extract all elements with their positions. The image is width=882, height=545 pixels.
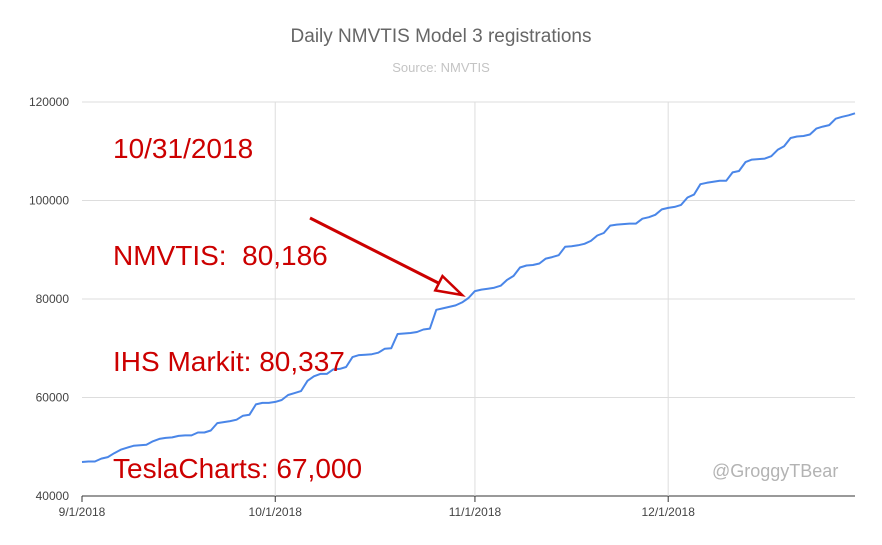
y-tick-label: 40000: [36, 489, 70, 503]
x-tick-label: 12/1/2018: [641, 505, 695, 519]
annotation-line: 10/31/2018: [113, 133, 254, 164]
y-tick-label: 100000: [29, 194, 69, 208]
y-tick-label: 60000: [36, 391, 70, 405]
x-tick-label: 9/1/2018: [59, 505, 106, 519]
annotation-text: 10/31/2018 NMVTIS: 80,186 IHS Markit: 80…: [113, 60, 362, 545]
y-tick-label: 80000: [36, 292, 70, 306]
x-tick-label: 10/1/2018: [249, 505, 303, 519]
annotation-line: TeslaCharts: 67,000: [113, 452, 363, 484]
annotation-arrow-shaft: [309, 216, 440, 285]
annotation-line: IHS Markit: 80,337: [113, 346, 345, 377]
watermark: @GroggyTBear: [712, 461, 839, 481]
annotation-arrow-head: [433, 274, 466, 297]
series-line: [81, 112, 856, 463]
y-tick-label: 120000: [29, 95, 69, 109]
chart-subtitle: Source: NMVTIS: [392, 60, 490, 75]
chart-title: Daily NMVTIS Model 3 registrations: [290, 26, 592, 47]
annotation-line: NMVTIS: 80,186: [113, 239, 328, 271]
x-tick-label: 11/1/2018: [449, 505, 502, 519]
